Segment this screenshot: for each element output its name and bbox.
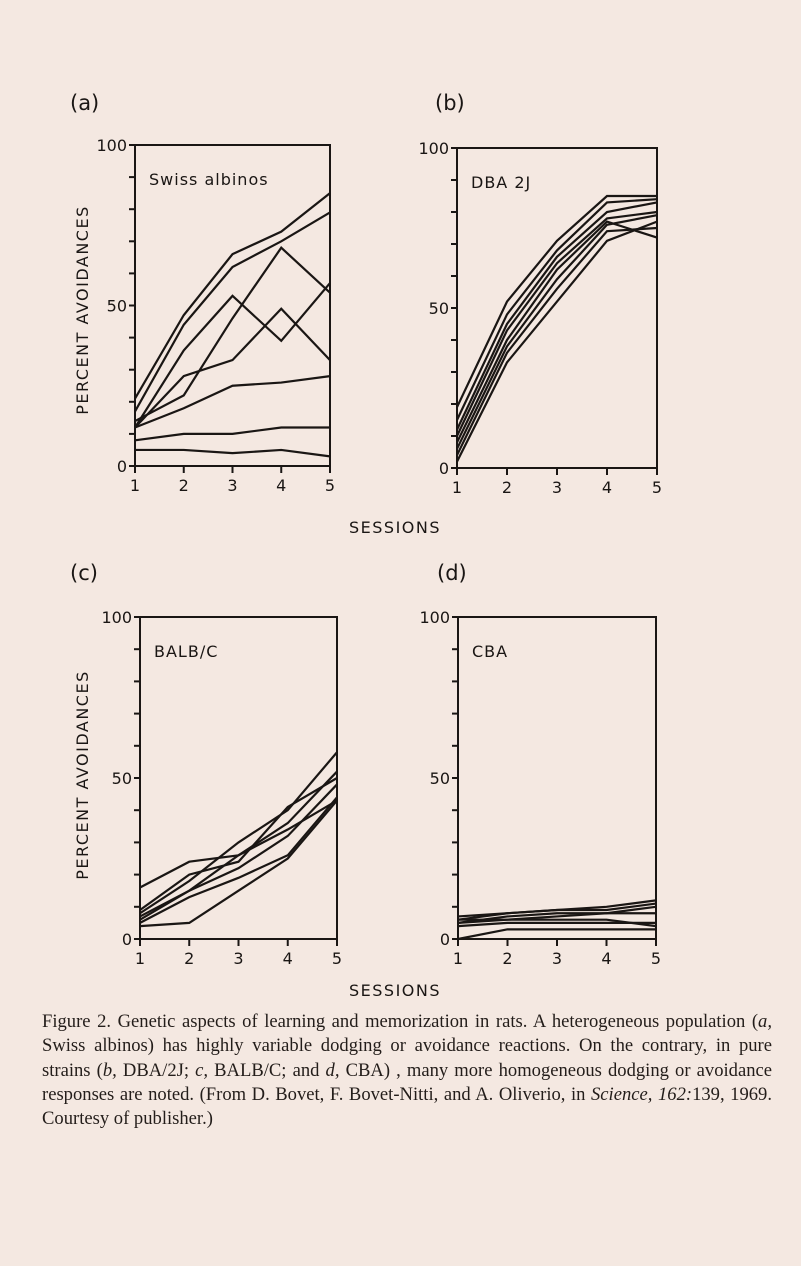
series-line-3 bbox=[456, 201, 658, 431]
x-tick-label: 5 bbox=[332, 949, 342, 968]
x-tick-label: 2 bbox=[179, 476, 189, 495]
panel-d: (d) 100 50 01 2 3 4 5 CBA bbox=[419, 561, 661, 968]
series-line-2 bbox=[456, 198, 658, 421]
x-tick-label: 5 bbox=[652, 478, 662, 497]
x-tick-label: 2 bbox=[502, 478, 512, 497]
x-tick-label: 2 bbox=[502, 949, 512, 968]
y-tick-label: 50 bbox=[430, 769, 450, 788]
x-tick-label: 4 bbox=[283, 949, 293, 968]
figure-caption: Figure 2. Genetic aspects of learning an… bbox=[42, 1011, 773, 1130]
panel-label: (d) bbox=[437, 561, 467, 585]
y-axis-label: PERCENT AVOIDANCES bbox=[73, 670, 92, 879]
y-tick-label: 0 bbox=[122, 930, 132, 949]
series-line-6 bbox=[456, 214, 658, 450]
series-line-6 bbox=[139, 796, 338, 924]
x-tick-label: 4 bbox=[276, 476, 286, 495]
series-line-8 bbox=[456, 220, 658, 463]
x-tick-label: 5 bbox=[325, 476, 335, 495]
series-line-5 bbox=[139, 783, 338, 921]
strain-label: BALB/C bbox=[154, 642, 218, 661]
y-tick-label: 100 bbox=[419, 608, 450, 627]
series-line-1 bbox=[139, 799, 338, 889]
caption-label: Figure 2. bbox=[42, 1011, 112, 1032]
series-line-2 bbox=[134, 211, 331, 412]
x-tick-label: 3 bbox=[552, 949, 562, 968]
y-tick-label: 0 bbox=[117, 457, 127, 476]
y-tick-label: 0 bbox=[440, 930, 450, 949]
x-tick-label: 5 bbox=[651, 949, 661, 968]
x-tick-label: 1 bbox=[130, 476, 140, 495]
journal-citation: Science, 162: bbox=[591, 1083, 693, 1105]
y-tick-label: 50 bbox=[112, 769, 132, 788]
x-tick-label: 4 bbox=[601, 949, 611, 968]
series-line-7 bbox=[139, 799, 338, 928]
plot-frame bbox=[134, 144, 331, 467]
series-line-4 bbox=[139, 777, 338, 911]
y-axis-label: PERCENT AVOIDANCES bbox=[73, 205, 92, 414]
series-line-1 bbox=[456, 194, 657, 408]
panel-c: (c) 100 50 01 2 3 4 5 BALB/C PERCENT AVOIDANCES bbox=[70, 561, 342, 968]
series-line-5 bbox=[456, 220, 658, 443]
series-line-8 bbox=[135, 448, 331, 458]
series-line-7 bbox=[458, 918, 657, 928]
strain-label: Swiss albinos bbox=[149, 170, 269, 189]
series-line-2 bbox=[457, 902, 657, 921]
x-tick-label: 1 bbox=[135, 949, 145, 968]
x-tick-label: 4 bbox=[602, 478, 612, 497]
strain-label: DBA 2J bbox=[471, 173, 531, 192]
series-line-3 bbox=[134, 246, 331, 423]
panel-a: (a) 100 50 01 2 3 4 5 Swiss albinos PERCENT AVOID… bbox=[70, 91, 335, 495]
series-line-5 bbox=[457, 921, 656, 928]
y-tick-label: 100 bbox=[418, 139, 449, 158]
series-line-7 bbox=[456, 226, 658, 456]
series-line-2 bbox=[139, 751, 338, 915]
y-tick-label: 0 bbox=[439, 459, 449, 478]
series-line-6 bbox=[457, 928, 656, 941]
panel-label: (b) bbox=[435, 91, 465, 115]
x-tick-label: 1 bbox=[453, 949, 463, 968]
x-tick-label: 2 bbox=[184, 949, 194, 968]
panel-label: (c) bbox=[70, 561, 98, 585]
series-line-5 bbox=[134, 307, 331, 429]
x-tick-label: 3 bbox=[227, 476, 237, 495]
x-axis-label-bottom: SESSIONS bbox=[349, 981, 441, 1000]
series-line-7 bbox=[134, 426, 330, 442]
series-line-4 bbox=[456, 210, 658, 437]
y-tick-label: 100 bbox=[96, 136, 127, 155]
strain-label: CBA bbox=[472, 642, 508, 661]
y-tick-label: 100 bbox=[101, 608, 132, 627]
x-axis-label-top: SESSIONS bbox=[349, 518, 441, 537]
series-line-4 bbox=[134, 282, 331, 429]
panel-b: (b) 100 50 01 2 3 4 5 DBA 2J bbox=[418, 91, 662, 497]
series-line-6 bbox=[134, 375, 331, 429]
x-tick-label: 3 bbox=[233, 949, 243, 968]
panel-label: (a) bbox=[70, 91, 99, 115]
series-line-1 bbox=[134, 192, 331, 400]
x-tick-label: 3 bbox=[552, 478, 562, 497]
x-tick-label: 1 bbox=[452, 478, 462, 497]
y-tick-label: 50 bbox=[107, 297, 127, 316]
y-tick-label: 50 bbox=[429, 299, 449, 318]
plot-frame bbox=[457, 616, 657, 940]
